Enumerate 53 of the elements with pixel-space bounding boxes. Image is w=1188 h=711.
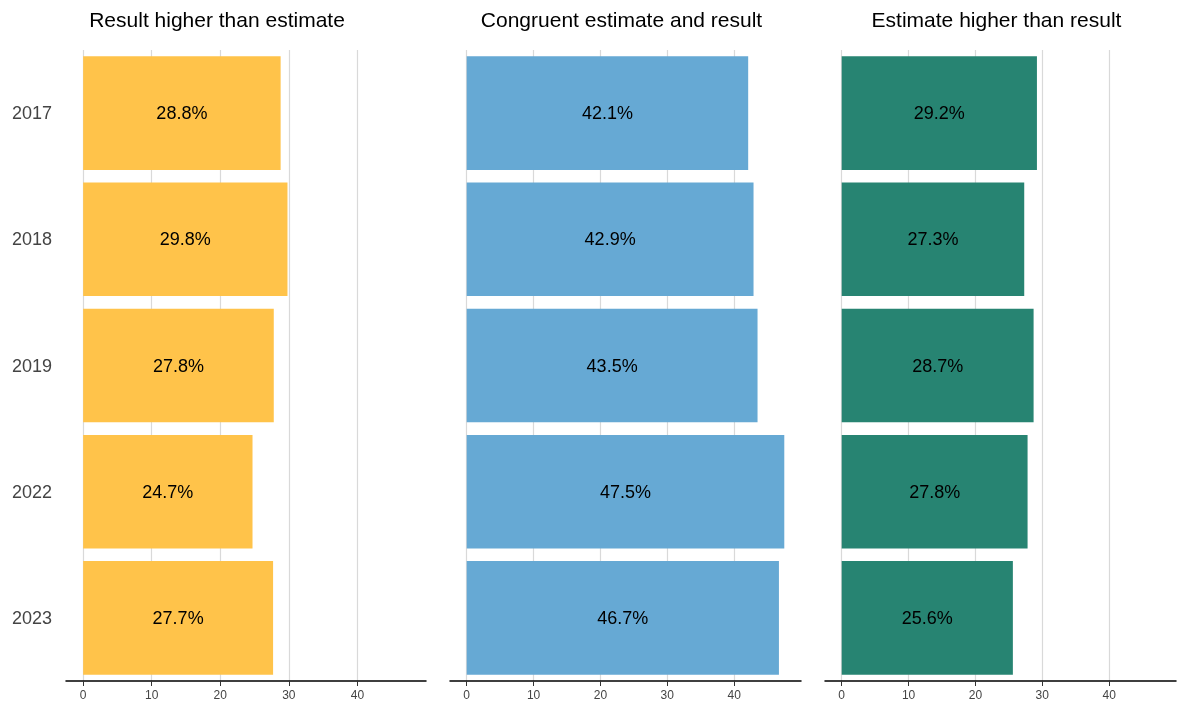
x-tick-label: 30 [660,688,675,702]
bar [466,308,758,423]
data-label: 24.7% [142,481,194,502]
data-label: 46.7% [597,607,649,628]
data-label: 28.8% [156,103,208,124]
y-tick-label: 2023 [11,607,52,628]
x-tick-label: 30 [282,688,296,702]
bar [841,182,1025,297]
bar [466,561,779,675]
y-tick-label: 2022 [11,481,52,502]
bar [466,56,749,170]
chart-title: Result higher than estimate [89,8,345,31]
x-tick-label: 40 [350,688,365,702]
data-label: 27.7% [152,607,204,628]
y-tick-label: 2018 [11,229,52,250]
data-label: 42.9% [584,229,636,250]
data-label: 42.1% [581,103,633,124]
data-label: 29.2% [913,103,965,124]
x-tick-label: 40 [727,688,742,702]
x-tick-label: 0 [463,688,471,702]
x-tick-label: 0 [79,688,87,702]
x-tick-label: 10 [901,688,916,702]
data-label: 27.8% [152,355,204,376]
x-tick-label: 20 [593,688,608,702]
x-tick-label: 0 [838,688,846,702]
x-tick-label: 10 [145,688,159,702]
bar [841,308,1034,423]
bar [83,182,288,297]
bar [83,308,274,423]
bar [83,56,281,170]
data-label: 27.3% [907,229,959,250]
bar [841,434,1028,549]
data-label: 27.8% [909,481,961,502]
x-tick-label: 40 [1102,688,1117,702]
bar [466,182,754,297]
x-tick-label: 30 [1035,688,1050,702]
chart-title: Congruent estimate and result [480,8,763,31]
bar [841,56,1037,170]
data-label: 43.5% [586,355,638,376]
y-tick-label: 2017 [11,103,52,124]
data-label: 25.6% [901,607,953,628]
x-tick-label: 10 [526,688,541,702]
bar [841,561,1013,675]
data-label: 47.5% [599,481,652,502]
x-tick-label: 20 [968,688,983,702]
y-tick-label: 2019 [11,355,52,376]
bar [83,434,253,549]
bar [83,561,274,675]
data-label: 29.8% [159,229,211,250]
bar [466,434,785,549]
data-label: 28.7% [912,355,964,376]
chart-title: Estimate higher than result [871,8,1122,31]
x-tick-label: 20 [213,688,228,702]
